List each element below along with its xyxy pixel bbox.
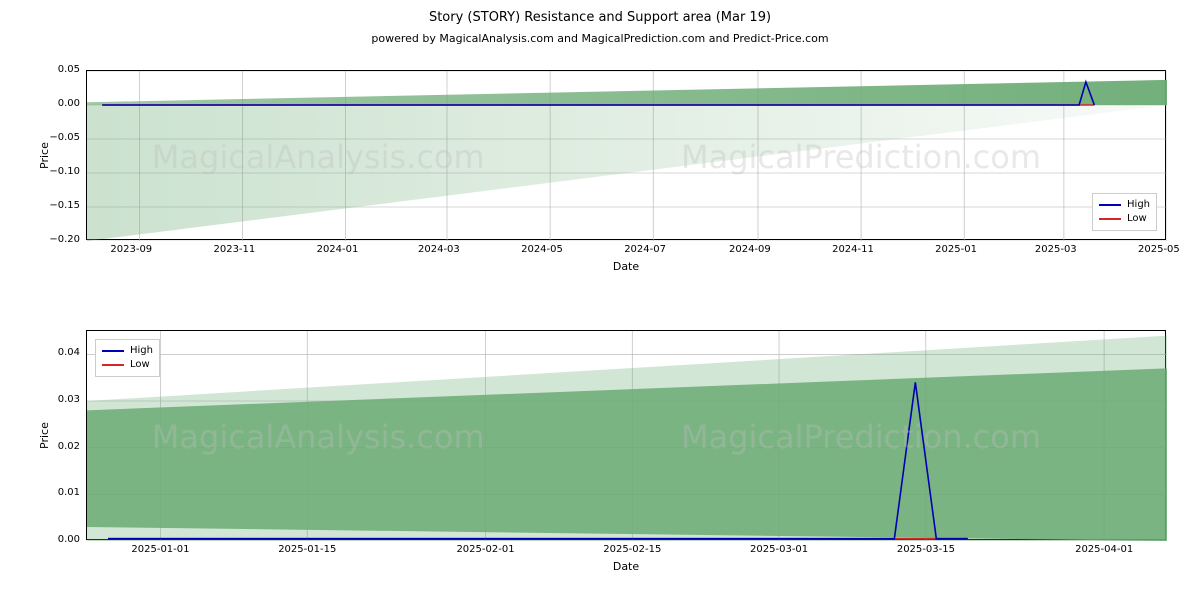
figure-title: Story (STORY) Resistance and Support are…	[0, 10, 1200, 25]
legend-entry: Low	[102, 358, 153, 372]
plot-svg	[87, 331, 1167, 541]
xtick-label: 2025-05	[1138, 244, 1180, 255]
legend-label: Low	[130, 358, 150, 372]
figure-subtitle: powered by MagicalAnalysis.com and Magic…	[0, 32, 1200, 45]
plot-svg	[87, 71, 1167, 241]
ylabel-bottom: Price	[38, 422, 51, 449]
chart-panel-bottom: MagicalAnalysis.comMagicalPrediction.com…	[86, 330, 1166, 540]
legend-label: Low	[1127, 212, 1147, 226]
xtick-label: 2024-11	[832, 244, 874, 255]
xtick-label: 2024-05	[521, 244, 563, 255]
legend-swatch	[102, 364, 124, 366]
ytick-label: 0.02	[58, 441, 80, 452]
ytick-label: 0.03	[58, 394, 80, 405]
area-band	[87, 80, 1167, 105]
xtick-label: 2024-07	[624, 244, 666, 255]
legend: HighLow	[1092, 193, 1157, 231]
xtick-label: 2024-01	[317, 244, 359, 255]
figure: Story (STORY) Resistance and Support are…	[0, 0, 1200, 600]
area-band	[87, 336, 1167, 541]
xlabel-top: Date	[86, 260, 1166, 273]
xtick-label: 2025-02-01	[456, 544, 514, 555]
chart-panel-top: MagicalAnalysis.comMagicalPrediction.com…	[86, 70, 1166, 240]
ytick-label: 0.01	[58, 487, 80, 498]
xtick-label: 2025-03-15	[897, 544, 955, 555]
legend-swatch	[102, 350, 124, 352]
xtick-label: 2025-01-01	[131, 544, 189, 555]
xtick-label: 2024-09	[729, 244, 771, 255]
xtick-label: 2025-03-01	[750, 544, 808, 555]
xlabel-bottom: Date	[86, 560, 1166, 573]
xtick-label: 2025-03	[1035, 244, 1077, 255]
ytick-label: −0.10	[49, 166, 80, 177]
legend: HighLow	[95, 339, 160, 377]
ytick-label: −0.05	[49, 132, 80, 143]
legend-label: High	[130, 344, 153, 358]
legend-swatch	[1099, 204, 1121, 206]
xtick-label: 2025-01	[935, 244, 977, 255]
ylabel-top: Price	[38, 142, 51, 169]
ytick-label: 0.00	[58, 98, 80, 109]
ytick-label: −0.15	[49, 200, 80, 211]
legend-entry: Low	[1099, 212, 1150, 226]
xtick-label: 2023-11	[213, 244, 255, 255]
legend-swatch	[1099, 218, 1121, 220]
legend-entry: High	[102, 344, 153, 358]
xtick-label: 2025-02-15	[603, 544, 661, 555]
ytick-label: 0.04	[58, 347, 80, 358]
xtick-label: 2024-03	[418, 244, 460, 255]
ytick-label: 0.00	[58, 534, 80, 545]
ytick-label: 0.05	[58, 64, 80, 75]
ytick-label: −0.20	[49, 234, 80, 245]
legend-label: High	[1127, 198, 1150, 212]
xtick-label: 2025-04-01	[1075, 544, 1133, 555]
legend-entry: High	[1099, 198, 1150, 212]
xtick-label: 2025-01-15	[278, 544, 336, 555]
xtick-label: 2023-09	[110, 244, 152, 255]
